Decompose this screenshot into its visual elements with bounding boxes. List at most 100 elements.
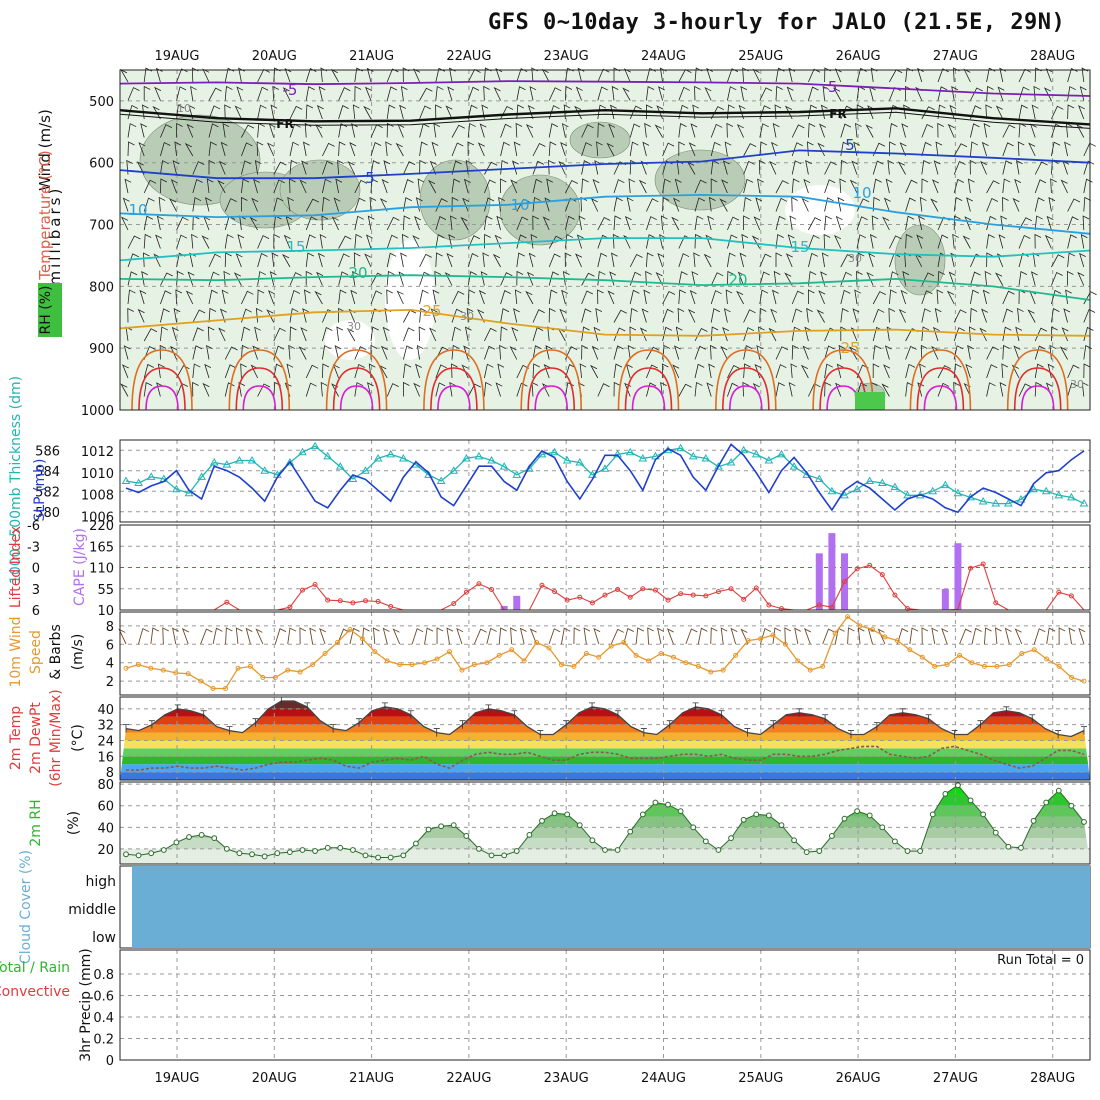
- ylabel-cloud: Cloud Cover (%): [18, 850, 34, 964]
- temp-minmax-bar: [511, 710, 518, 719]
- thickness-point: [298, 447, 307, 456]
- surface-isotherm: [812, 349, 874, 411]
- cape-tick-label: 10: [97, 604, 114, 619]
- thickness-point: [991, 499, 1001, 507]
- lifted-tick-label: 6: [32, 604, 40, 619]
- wind-point: [596, 654, 602, 660]
- wind-point: [571, 663, 577, 669]
- temp-minmax-bar: [200, 710, 207, 719]
- wind-point: [1056, 663, 1062, 669]
- slp-frame: [119, 439, 1091, 523]
- isotherm-label: 20: [728, 271, 747, 289]
- precip-tick-label: 0.2: [93, 1033, 114, 1048]
- rh-point: [249, 851, 255, 858]
- lifted-point: [980, 561, 986, 567]
- rh-point: [942, 790, 949, 797]
- lifted-point: [665, 597, 671, 603]
- ylabel-wind-speed: Speed: [28, 630, 44, 674]
- thickness-point: [613, 449, 622, 458]
- rh-point: [450, 822, 457, 829]
- thickness-point: [335, 462, 345, 470]
- wind-point: [894, 638, 900, 644]
- thickness-point: [600, 464, 610, 472]
- wind-point: [409, 662, 415, 668]
- precip-tick-label: 0.6: [93, 990, 114, 1005]
- lifted-point: [892, 592, 898, 598]
- isotherm-label: FR: [829, 107, 846, 121]
- rh-contour-label: 30: [1070, 378, 1084, 391]
- temp-minmax-bar: [666, 720, 673, 729]
- wind-point: [845, 614, 851, 620]
- thickness-point: [638, 453, 648, 462]
- rh-point: [148, 850, 155, 857]
- ylabel-temperature: Temperature (°C): [36, 150, 54, 280]
- rh-legend-swatch: [38, 283, 62, 337]
- wind-point: [583, 651, 589, 656]
- wind-point: [160, 667, 166, 673]
- rh-high-surface: [855, 392, 885, 410]
- ylabel-cape: CAPE (J/kg): [72, 528, 88, 606]
- rh-low-area: [385, 240, 435, 360]
- wind-point: [384, 658, 390, 664]
- lifted-point: [854, 566, 860, 572]
- thickness-point: [1003, 499, 1013, 507]
- rh-point: [413, 840, 419, 847]
- thickness-point: [940, 480, 950, 489]
- thickness-point: [701, 453, 711, 462]
- thickness-point: [852, 484, 862, 493]
- temp-minmax-bar: [1081, 726, 1087, 735]
- wind-point: [123, 665, 129, 671]
- date-label-bottom: 27AUG: [933, 1071, 978, 1086]
- lifted-point: [690, 592, 696, 598]
- rh-contour-label: 10: [177, 102, 191, 115]
- wind-point: [1069, 674, 1075, 680]
- rh-point: [123, 851, 129, 858]
- temp-band: [120, 764, 1090, 773]
- lifted-point: [539, 582, 545, 588]
- thickness-point: [978, 497, 988, 505]
- wind-point: [944, 662, 950, 668]
- isotherm-label: -5: [823, 78, 838, 96]
- wind-point: [795, 658, 801, 664]
- temp-minmax-bar: [873, 722, 880, 731]
- lifted-point: [451, 601, 457, 607]
- lifted-point: [388, 603, 394, 609]
- rh-point: [312, 848, 318, 854]
- lifted-tick-label: -6: [27, 519, 40, 534]
- thickness-point: [1054, 490, 1064, 499]
- temp-minmax-bar: [951, 730, 958, 739]
- temp-minmax-bar: [174, 704, 181, 713]
- surface-isotherm: [423, 349, 485, 411]
- temp-minmax-bar: [692, 702, 699, 711]
- wind-point: [745, 638, 751, 644]
- rh-point: [791, 837, 797, 844]
- ylabel-millibars: (millibars): [46, 186, 64, 295]
- thickness-point: [550, 447, 559, 456]
- wind-point: [509, 647, 515, 653]
- surface-isotherm: [145, 385, 179, 411]
- isotherm-25: [119, 308, 1091, 337]
- lifted-point: [375, 599, 381, 604]
- surface-isotherm: [1020, 385, 1055, 411]
- wind-point: [658, 651, 664, 656]
- lifted-point: [615, 586, 621, 592]
- wind-point: [235, 665, 241, 671]
- rh-point: [476, 845, 482, 852]
- surface-isotherm: [909, 349, 972, 411]
- upper-air-frame: [119, 69, 1091, 411]
- date-label-bottom: 28AUG: [1030, 1071, 1075, 1086]
- thickness-point: [247, 456, 257, 464]
- rh-point: [1043, 799, 1050, 806]
- surface-isotherm: [339, 385, 374, 411]
- wind-tick-label: 8: [106, 620, 114, 635]
- surface-isotherm: [242, 385, 277, 411]
- slp-tick-label: 1012: [81, 445, 114, 460]
- rh-point: [866, 812, 873, 819]
- isotherm-label: 10: [510, 196, 529, 214]
- ylabel-minmax: (6hr Min/Max): [48, 689, 64, 786]
- wind-point: [869, 627, 875, 633]
- rh-point: [854, 808, 861, 815]
- rh-point: [702, 838, 709, 845]
- lifted-point: [489, 586, 495, 592]
